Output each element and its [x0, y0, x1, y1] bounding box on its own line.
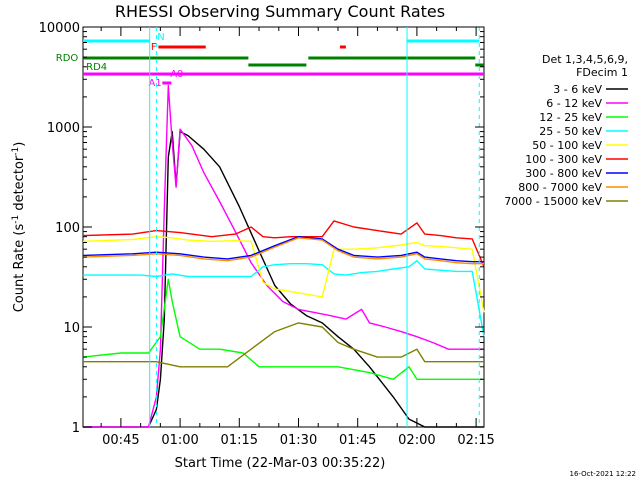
y-tick-label-1: 10	[63, 321, 80, 336]
axes-layer: 00:45 01:00 01:15 01:30 01:45 02:00 02:15 1 10 10…	[39, 21, 495, 448]
chart-title: RHESSI Observing Summary Count Rates	[115, 2, 445, 21]
flag-label-a0: A0	[170, 69, 183, 80]
legend-label-5: 100 - 300 keV	[525, 153, 602, 166]
x-tick-label-1: 01:00	[161, 433, 198, 448]
series-layer	[82, 84, 485, 428]
x-tick-label-4: 01:45	[339, 433, 376, 448]
timestamp: 16-Oct-2021 12:22	[570, 470, 636, 478]
x-tick-label-3: 01:30	[280, 433, 317, 448]
series-line-8	[83, 322, 484, 368]
legend-label-7: 800 - 7000 keV	[518, 181, 602, 194]
series-line-6	[82, 235, 484, 263]
flag-label-n: N	[157, 32, 164, 43]
flag-label-rd4: RD4	[86, 62, 107, 73]
x-tick-label-0: 00:45	[102, 433, 139, 448]
y-tick-label-3: 1000	[47, 121, 80, 136]
legend-label-2: 12 - 25 keV	[539, 111, 602, 124]
series-line-0	[83, 130, 484, 428]
series-line-3	[83, 260, 485, 337]
legend-header-0: Det 1,3,4,5,6,9,	[542, 53, 628, 66]
series-line-7	[82, 237, 484, 265]
flag-label-rdo: RDO	[56, 53, 79, 64]
series-line-2	[82, 278, 484, 380]
legend-label-8: 7000 - 15000 keV	[504, 195, 602, 208]
flags-layer: NF RDO RD4 A1 A0	[56, 32, 484, 89]
legend-label-4: 50 - 100 keV	[532, 139, 602, 152]
legend-header-1: FDecim 1	[576, 66, 628, 79]
x-tick-label-2: 01:15	[221, 433, 258, 448]
x-tick-label-6: 02:15	[457, 433, 494, 448]
legend-label-3: 25 - 50 keV	[539, 125, 602, 138]
flag-label-a1: A1	[149, 78, 162, 89]
legend-label-6: 300 - 800 keV	[525, 167, 602, 180]
flag-label-f: F	[151, 42, 157, 53]
x-tick-label-5: 02:00	[398, 433, 435, 448]
y-tick-label-0: 1	[72, 421, 80, 436]
series-line-4	[82, 235, 485, 313]
legend-label-1: 6 - 12 keV	[546, 97, 602, 110]
series-line-1	[83, 84, 484, 428]
y-tick-label-2: 100	[55, 221, 80, 236]
legend-label-0: 3 - 6 keV	[553, 83, 602, 96]
y-axis-label: Count Rate (s-1 detector-1)	[11, 142, 27, 313]
series-line-5	[82, 220, 485, 268]
y-tick-label-4: 10000	[39, 21, 80, 36]
x-axis-label: Start Time (22-Mar-03 00:35:22)	[175, 456, 386, 471]
